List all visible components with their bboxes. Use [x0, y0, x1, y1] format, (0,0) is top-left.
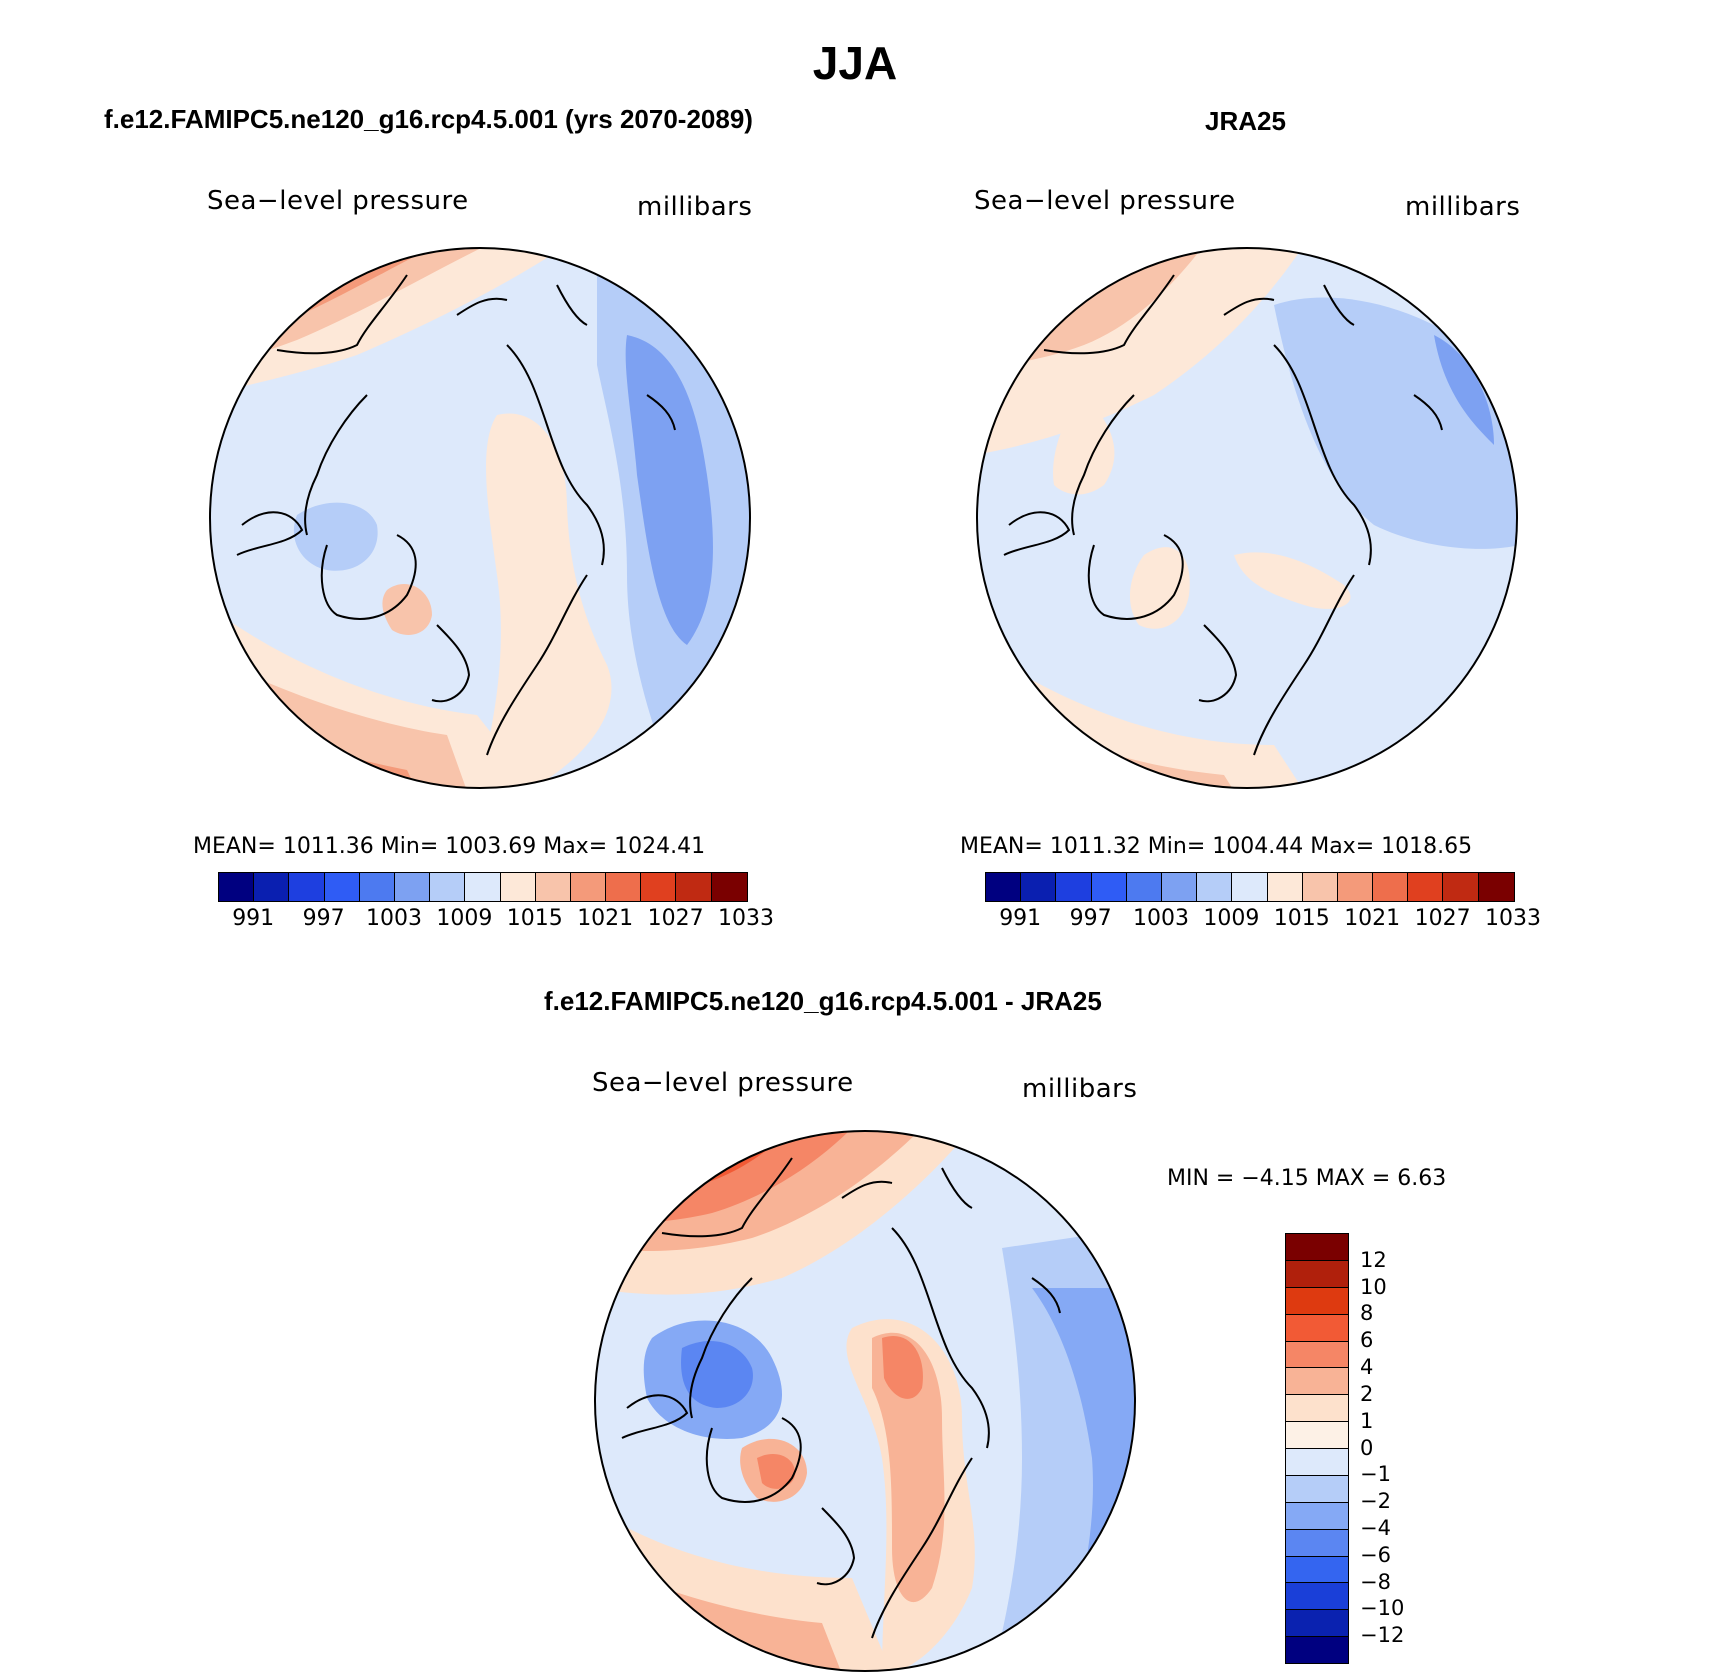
panel-model-units-label: millibars	[637, 192, 753, 222]
colorbar-tick-label: 1003	[1133, 906, 1189, 931]
colorbar-tick-label: 0	[1360, 1435, 1374, 1460]
colorbar-tick-label: 1	[1360, 1408, 1374, 1433]
colorbar-swatch	[1161, 873, 1198, 901]
panel-obs-polar-map	[976, 247, 1518, 789]
colorbar-swatch	[1286, 1610, 1348, 1638]
panel-model-polar-map	[209, 247, 751, 789]
colorbar-swatch	[219, 873, 255, 901]
colorbar-swatch	[535, 873, 571, 901]
colorbar-swatch	[641, 873, 677, 901]
panel-diff-polar-map	[594, 1130, 1136, 1672]
colorbar-swatch	[1286, 1422, 1348, 1449]
colorbar-tick-label: 2	[1360, 1381, 1374, 1406]
colorbar-swatch	[1267, 873, 1303, 901]
colorbar-tick-label: 1003	[366, 906, 422, 931]
colorbar-tick-label: −12	[1360, 1623, 1405, 1648]
panel-diff-colorbar	[1285, 1233, 1349, 1664]
colorbar-tick-label: −8	[1360, 1569, 1391, 1594]
colorbar-tick-label: 10	[1360, 1274, 1387, 1299]
panel-obs-units-label: millibars	[1405, 192, 1521, 222]
colorbar-swatch	[289, 873, 325, 901]
colorbar-tick-label: 997	[302, 906, 345, 931]
colorbar-swatch	[1286, 1341, 1348, 1369]
colorbar-swatch	[1286, 1583, 1348, 1611]
colorbar-swatch	[1126, 873, 1162, 901]
colorbar-tick-label: 1015	[506, 906, 563, 931]
colorbar-swatch	[606, 873, 642, 901]
colorbar-swatch	[394, 873, 431, 901]
colorbar-swatch	[1232, 873, 1268, 901]
colorbar-tick-label: 1015	[1273, 906, 1330, 931]
colorbar-tick-label: −4	[1360, 1515, 1391, 1540]
colorbar-swatch	[986, 873, 1022, 901]
colorbar-swatch	[1286, 1556, 1348, 1584]
figure-title: JJA	[812, 37, 898, 89]
colorbar-swatch	[1373, 873, 1409, 901]
panel-diff-units-label: millibars	[1022, 1074, 1138, 1104]
colorbar-tick-label: −6	[1360, 1542, 1391, 1567]
colorbar-swatch	[570, 873, 607, 901]
colorbar-swatch	[1408, 873, 1444, 901]
colorbar-swatch	[1286, 1234, 1348, 1261]
panel-diff-variable-label: Sea−level pressure	[592, 1068, 854, 1098]
colorbar-tick-label: 12	[1360, 1247, 1387, 1272]
colorbar-swatch	[1302, 873, 1338, 901]
panel-model-colorbar-ticks: 991 997 1003 1009 1015 1021 1027 1033	[218, 906, 774, 936]
panel-model-stats: MEAN= 1011.36 Min= 1003.69 Max= 1024.41	[193, 834, 706, 859]
panel-obs-subtitle: JRA25	[1205, 106, 1286, 136]
colorbar-swatch	[465, 873, 501, 901]
colorbar-tick-label: −10	[1360, 1596, 1405, 1621]
colorbar-swatch	[1021, 873, 1057, 901]
panel-model-colorbar	[218, 872, 748, 902]
colorbar-swatch	[1286, 1260, 1348, 1288]
panel-diff-colorbar-ticks: 12 10 8 6 4 2 1 0 −1 −2 −4 −6 −8 −10 −12	[1360, 1233, 1440, 1662]
colorbar-swatch	[1286, 1368, 1348, 1396]
colorbar-tick-label: 6	[1360, 1328, 1374, 1353]
colorbar-swatch	[359, 873, 395, 901]
colorbar-swatch	[1286, 1287, 1348, 1315]
colorbar-tick-label: −2	[1360, 1489, 1391, 1514]
colorbar-swatch	[1091, 873, 1127, 901]
colorbar-swatch	[1286, 1502, 1348, 1530]
colorbar-tick-label: 1021	[577, 906, 634, 931]
colorbar-tick-label: 1033	[1485, 906, 1541, 931]
panel-diff-stats: MIN = −4.15 MAX = 6.63	[1167, 1166, 1447, 1191]
colorbar-tick-label: 1033	[718, 906, 774, 931]
colorbar-swatch	[1286, 1637, 1348, 1663]
colorbar-swatch	[711, 873, 747, 901]
colorbar-swatch	[1286, 1314, 1348, 1342]
panel-model-subtitle: f.e12.FAMIPC5.ne120_g16.rcp4.5.001 (yrs …	[104, 104, 753, 134]
colorbar-swatch	[1478, 873, 1514, 901]
colorbar-swatch	[500, 873, 536, 901]
colorbar-swatch	[1443, 873, 1479, 901]
panel-obs-colorbar	[985, 872, 1515, 902]
colorbar-swatch	[430, 873, 466, 901]
panel-diff-subtitle: f.e12.FAMIPC5.ne120_g16.rcp4.5.001 - JRA…	[544, 986, 1102, 1016]
colorbar-tick-label: 1027	[1414, 906, 1471, 931]
colorbar-swatch	[1056, 873, 1092, 901]
colorbar-tick-label: 8	[1360, 1301, 1374, 1326]
colorbar-tick-label: 991	[999, 906, 1042, 931]
panel-model-variable-label: Sea−level pressure	[207, 186, 469, 216]
colorbar-swatch	[254, 873, 290, 901]
panel-obs-stats: MEAN= 1011.32 Min= 1004.44 Max= 1018.65	[960, 834, 1473, 859]
colorbar-swatch	[324, 873, 360, 901]
colorbar-tick-label: 997	[1069, 906, 1112, 931]
colorbar-swatch	[1286, 1395, 1348, 1423]
colorbar-tick-label: 4	[1360, 1355, 1374, 1380]
colorbar-swatch	[1286, 1449, 1348, 1476]
colorbar-tick-label: 1021	[1344, 906, 1401, 931]
colorbar-tick-label: −1	[1360, 1462, 1391, 1487]
colorbar-swatch	[1286, 1529, 1348, 1557]
colorbar-swatch	[1197, 873, 1233, 901]
colorbar-tick-label: 1009	[1203, 906, 1260, 931]
colorbar-swatch	[1286, 1475, 1348, 1503]
panel-obs-colorbar-ticks: 991 997 1003 1009 1015 1021 1027 1033	[985, 906, 1541, 936]
colorbar-tick-label: 1009	[436, 906, 493, 931]
colorbar-swatch	[1337, 873, 1374, 901]
colorbar-swatch	[676, 873, 712, 901]
panel-obs-variable-label: Sea−level pressure	[974, 186, 1236, 216]
colorbar-tick-label: 991	[232, 906, 275, 931]
colorbar-tick-label: 1027	[647, 906, 704, 931]
